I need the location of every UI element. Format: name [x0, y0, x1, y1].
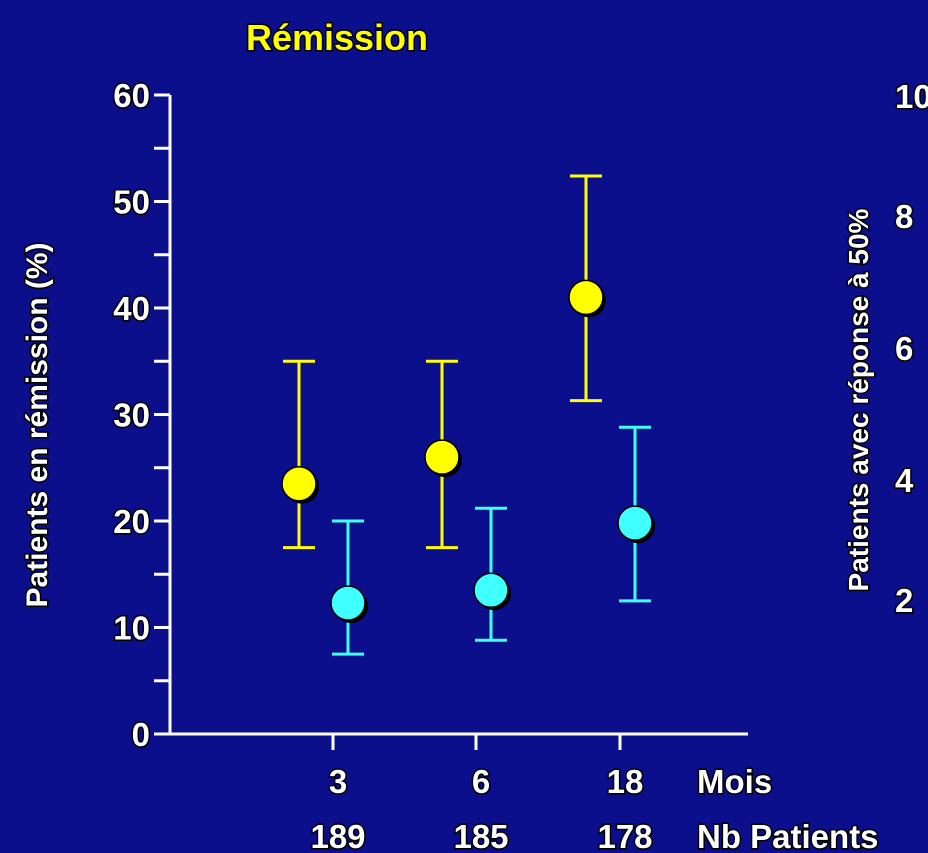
- data-point: [330, 585, 366, 621]
- y-tick-label: 20: [113, 503, 150, 540]
- right-y-tick-label: 6: [895, 330, 913, 367]
- chart-title: Rémission: [246, 17, 428, 58]
- x-tick-label: 18: [607, 763, 644, 800]
- right-y-tick-label: 4: [895, 462, 914, 499]
- data-point: [568, 279, 604, 316]
- y-tick-label: 50: [113, 184, 150, 221]
- patient-count-label: Nb Patients: [697, 818, 879, 853]
- patient-count: 189: [310, 818, 365, 853]
- data-point: [473, 572, 509, 608]
- y-axis-label: Patients en rémission (%): [21, 242, 54, 607]
- data-point: [424, 439, 460, 475]
- y-tick-label: 10: [113, 610, 150, 647]
- y-tick-label: 60: [113, 77, 150, 114]
- x-axis-label: Mois: [697, 763, 772, 800]
- y-tick-label: 40: [113, 290, 150, 327]
- patient-count: 185: [453, 818, 508, 853]
- right-y-tick-label: 2: [895, 582, 913, 619]
- data-point: [617, 505, 653, 541]
- y-tick-label: 30: [113, 397, 150, 434]
- x-tick-label: 3: [329, 763, 347, 800]
- right-y-tick-label: 10: [895, 78, 928, 115]
- data-point: [281, 465, 317, 502]
- y-tick-label: 0: [132, 716, 150, 753]
- right-y-axis-label: Patients avec réponse à 50%: [843, 208, 874, 591]
- right-y-tick-label: 8: [895, 198, 913, 235]
- x-tick-label: 6: [472, 763, 490, 800]
- patient-count: 178: [597, 818, 652, 853]
